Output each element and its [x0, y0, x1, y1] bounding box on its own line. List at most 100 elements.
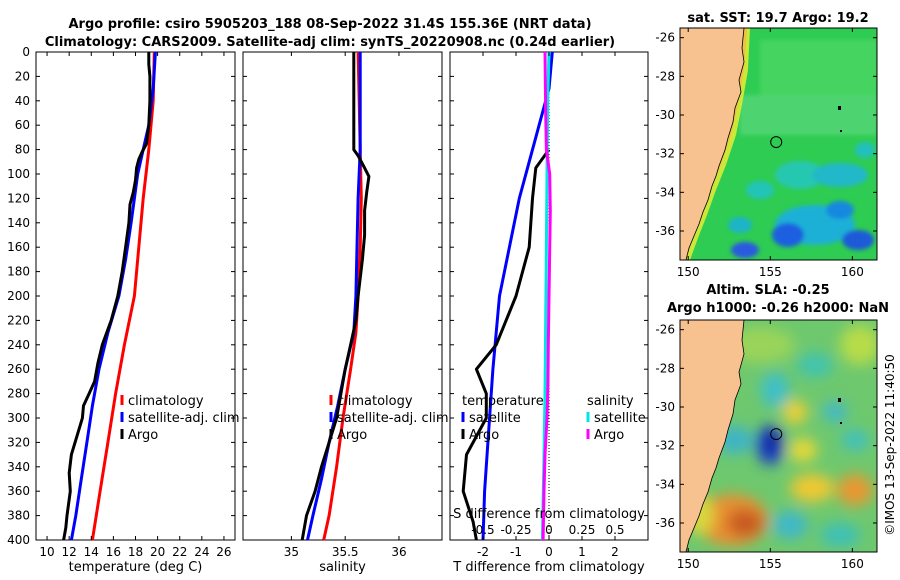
y-tick-label: 120: [7, 191, 30, 205]
sla-map-title-line2: Argo h1000: -0.26 h2000: NaN: [667, 301, 889, 316]
x-tick-label: 14: [84, 545, 99, 559]
legend-label: satellite: [594, 411, 646, 426]
salinity-y-ticks: [243, 51, 442, 541]
map-x-tick-label: 150: [677, 557, 700, 571]
series-argo: [62, 52, 152, 541]
x-tick-label: 26: [216, 545, 231, 559]
sst-map-ticks: 150 155 160 -26 -28 -30 -32 -34 -36: [655, 28, 877, 279]
y-tick-label: 140: [7, 216, 30, 230]
x-tick-label: -1: [510, 545, 522, 559]
s-tick-label: 0.25: [569, 523, 596, 537]
temperature-x-ticks: 10 12 14 16 18 20 22 24 26: [39, 52, 232, 559]
x-tick-label: 2: [611, 545, 619, 559]
difference-x-ticks: -2 -1 0 1 2: [477, 52, 619, 559]
map-y-tick-label: -28: [655, 361, 675, 375]
s-difference-label: S difference from climatology: [453, 507, 645, 522]
legend-label: satellite-adj. clim: [337, 411, 449, 426]
s-tick-label: 0: [545, 523, 553, 537]
sla-argo-location-marker: [770, 428, 783, 441]
salinity-x-ticks: 35 35.5 36: [284, 52, 407, 559]
legend-heading: salinity: [587, 394, 634, 409]
map-y-tick-label: -36: [655, 224, 675, 238]
series-s-argo: [541, 51, 552, 541]
series-t-argo: [461, 148, 551, 541]
salinity-panel: 35 35.5 36 salinity climatology satellite-a…: [242, 51, 449, 575]
legend-label: satellite-adj. clim: [128, 411, 240, 426]
legend-label: satellite: [469, 411, 521, 426]
temperature-x-label: temperature (deg C): [69, 560, 203, 575]
legend-label: Argo: [337, 428, 367, 443]
difference-panel: -2 -1 0 1 2 -0.5 -0.25 0 0.25 0.5 S difference f…: [449, 51, 649, 575]
series-t-satellite: [481, 51, 554, 541]
map-y-tick-label: -26: [655, 323, 675, 337]
y-tick-label: 220: [7, 313, 30, 327]
x-tick-label: 20: [150, 545, 165, 559]
x-tick-label: -2: [477, 545, 489, 559]
y-tick-label: 320: [7, 435, 30, 449]
salinity-x-label: salinity: [319, 560, 366, 575]
difference-s-ticks: -0.5 -0.25 0 0.25 0.5: [471, 523, 624, 537]
legend-label: Argo: [469, 428, 499, 443]
temperature-series: [62, 51, 157, 541]
series-argo: [300, 52, 371, 541]
map-y-tick-label: -30: [655, 108, 675, 122]
sla-map-panel: Altim. SLA: -0.25 Argo h1000: -0.26 h200…: [655, 283, 889, 571]
y-tick-label: 380: [7, 509, 30, 523]
map-x-tick-label: 160: [841, 265, 864, 279]
y-tick-label: 0: [22, 45, 30, 59]
y-tick-label: 280: [7, 387, 30, 401]
map-y-tick-label: -36: [655, 516, 675, 530]
legend-label: climatology: [337, 394, 413, 409]
temperature-y-ticks: 0 20 40 60 80 100 120 140 160 180 200 220 240 260 280 3…: [7, 45, 235, 547]
map-y-tick-label: -26: [655, 31, 675, 45]
s-tick-label: -0.5: [471, 523, 494, 537]
x-tick-label: 24: [194, 545, 209, 559]
salinity-series: [300, 51, 371, 541]
s-tick-label: -0.25: [500, 523, 531, 537]
sst-map-panel: sat. SST: 19.7 Argo: 19.2: [655, 11, 878, 279]
y-tick-label: 200: [7, 289, 30, 303]
sst-map-title: sat. SST: 19.7 Argo: 19.2: [687, 11, 868, 26]
t-difference-label: T difference from climatology: [452, 560, 645, 575]
x-tick-label: 1: [578, 545, 586, 559]
sla-map-title-line1: Altim. SLA: -0.25: [706, 283, 829, 298]
legend-label: climatology: [128, 394, 204, 409]
salinity-legend: climatology satellite-adj. clim Argo: [329, 394, 449, 443]
temperature-panel: 0 20 40 60 80 100 120 140 160 180 200 220 240 260 280 3…: [7, 45, 240, 575]
sla-map-image: [680, 320, 877, 552]
sst-map-frame: [679, 27, 878, 261]
s-tick-label: 0.5: [605, 523, 624, 537]
sla-coastline: [680, 320, 745, 552]
difference-series: [461, 51, 554, 541]
y-tick-label: 400: [7, 533, 30, 547]
x-tick-label: 0: [545, 545, 553, 559]
map-y-tick-label: -34: [655, 477, 675, 491]
x-tick-label: 18: [128, 545, 143, 559]
y-tick-label: 60: [15, 118, 30, 132]
y-tick-label: 100: [7, 167, 30, 181]
y-tick-label: 40: [15, 94, 30, 108]
difference-legend: temperature satellite Argo salinity satellit…: [461, 394, 646, 443]
map-x-tick-label: 160: [841, 557, 864, 571]
x-tick-label: 22: [172, 545, 187, 559]
y-tick-label: 20: [15, 69, 30, 83]
sla-map-ticks: 150 155 160 -26 -28 -30 -32 -34 -36: [655, 320, 877, 571]
map-x-tick-label: 155: [759, 557, 782, 571]
map-x-tick-label: 150: [677, 265, 700, 279]
sst-map-image: [680, 28, 877, 260]
y-tick-label: 360: [7, 484, 30, 498]
x-tick-label: 35: [284, 545, 299, 559]
y-tick-label: 240: [7, 338, 30, 352]
y-tick-label: 180: [7, 265, 30, 279]
map-y-tick-label: -32: [655, 147, 675, 161]
map-x-tick-label: 155: [759, 265, 782, 279]
map-y-tick-label: -32: [655, 439, 675, 453]
y-tick-label: 80: [15, 143, 30, 157]
figure-title-line1: Argo profile: csiro 5905203_188 08-Sep-2…: [68, 17, 591, 32]
y-tick-label: 260: [7, 362, 30, 376]
temperature-legend: climatology satellite-adj. clim Argo: [120, 394, 240, 443]
map-y-tick-label: -28: [655, 69, 675, 83]
y-tick-label: 160: [7, 240, 30, 254]
y-tick-label: 340: [7, 460, 30, 474]
